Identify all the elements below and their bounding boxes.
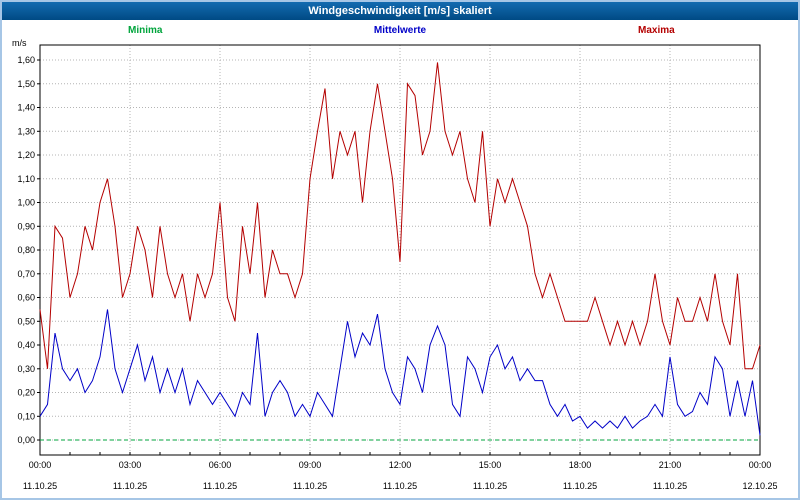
- svg-text:12:00: 12:00: [389, 460, 412, 470]
- svg-text:0,60: 0,60: [17, 293, 35, 303]
- svg-text:11.10.25: 11.10.25: [203, 481, 237, 491]
- svg-text:0,70: 0,70: [17, 269, 35, 279]
- svg-text:1,40: 1,40: [17, 103, 35, 113]
- svg-text:03:00: 03:00: [119, 460, 142, 470]
- svg-text:11.10.25: 11.10.25: [23, 481, 57, 491]
- legend-maxima: Maxima: [638, 25, 675, 36]
- svg-text:0,90: 0,90: [17, 221, 35, 231]
- svg-text:00:00: 00:00: [749, 460, 772, 470]
- svg-text:00:00: 00:00: [29, 460, 52, 470]
- svg-text:0,20: 0,20: [17, 388, 35, 398]
- svg-text:11.10.25: 11.10.25: [113, 481, 147, 491]
- svg-text:1,50: 1,50: [17, 79, 35, 89]
- svg-text:11.10.25: 11.10.25: [653, 481, 687, 491]
- svg-text:0,50: 0,50: [17, 316, 35, 326]
- svg-text:1,10: 1,10: [17, 174, 35, 184]
- window-titlebar: Windgeschwindigkeit [m/s] skaliert: [2, 2, 798, 20]
- svg-text:09:00: 09:00: [299, 460, 322, 470]
- legend-mittelwerte: Mittelwerte: [373, 25, 427, 36]
- svg-text:0,80: 0,80: [17, 245, 35, 255]
- svg-text:11.10.25: 11.10.25: [383, 481, 417, 491]
- svg-text:0,00: 0,00: [17, 435, 35, 445]
- svg-text:11.10.25: 11.10.25: [473, 481, 507, 491]
- svg-text:11.10.25: 11.10.25: [563, 481, 597, 491]
- legend-minima: Minima: [128, 25, 163, 36]
- svg-text:21:00: 21:00: [659, 460, 682, 470]
- svg-text:15:00: 15:00: [479, 460, 502, 470]
- svg-text:0,40: 0,40: [17, 340, 35, 350]
- svg-text:18:00: 18:00: [569, 460, 592, 470]
- svg-text:1,20: 1,20: [17, 150, 35, 160]
- svg-text:1,60: 1,60: [17, 55, 35, 65]
- svg-text:0,30: 0,30: [17, 364, 35, 374]
- svg-text:06:00: 06:00: [209, 460, 232, 470]
- svg-text:1,30: 1,30: [17, 126, 35, 136]
- svg-text:1,00: 1,00: [17, 198, 35, 208]
- svg-text:m/s: m/s: [12, 38, 27, 48]
- svg-text:0,10: 0,10: [17, 411, 35, 421]
- svg-text:11.10.25: 11.10.25: [293, 481, 327, 491]
- svg-text:12.10.25: 12.10.25: [742, 481, 777, 491]
